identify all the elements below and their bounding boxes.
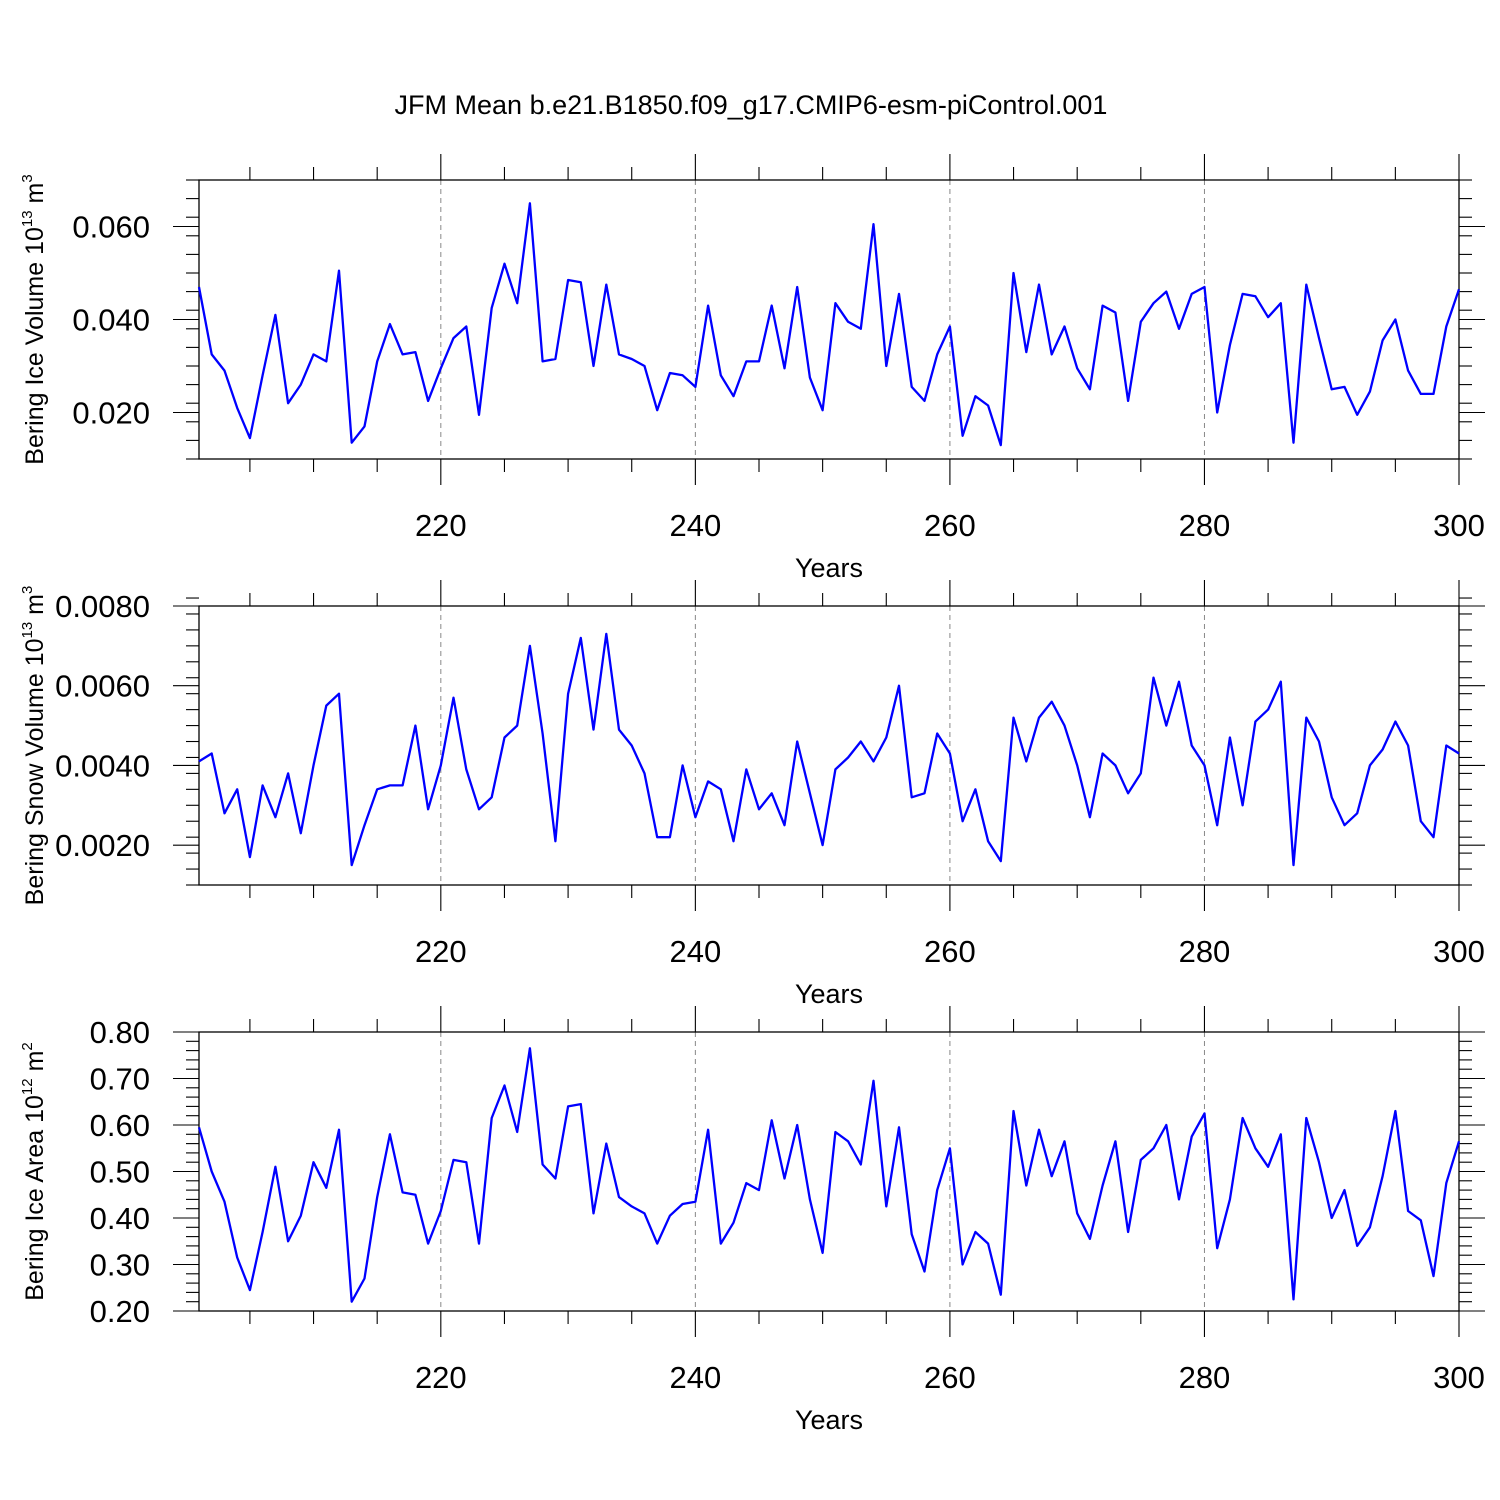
x-axis-label: Years [795,1405,863,1435]
y-tick-label: 0.20 [90,1294,150,1329]
y-tick-label: 0.80 [90,1015,150,1050]
y-tick-label: 0.0060 [55,669,150,704]
y-tick-label: 0.060 [72,210,150,245]
x-tick-label: 260 [924,1360,976,1395]
y-tick-label: 0.30 [90,1248,150,1283]
y-axis-label-main: Bering Ice Volume 10 [21,227,49,465]
y-axis-label: Bering Ice Volume 1013 m3 [19,174,49,464]
y-tick-label: 0.50 [90,1155,150,1190]
panels: 220 240 260 280 300 0.020 0.040 0.060 Years Berin… [19,154,1485,1435]
plot-frame [198,605,1460,886]
x-tick-label: 300 [1433,508,1485,543]
figure-title: JFM Mean b.e21.B1850.f09_g17.CMIP6-esm-p… [395,90,1108,120]
panel-ice-volume: 220 240 260 280 300 0.020 0.040 0.060 Years Berin… [19,154,1485,583]
x-axis-label: Years [795,979,863,1009]
x-tick-label: 280 [1179,508,1231,543]
y-tick-label: 0.60 [90,1108,150,1143]
x-tick-label: 260 [924,508,976,543]
x-tick-label: 240 [669,934,721,969]
x-tick-label: 220 [415,1360,467,1395]
y-tick-label: 0.0080 [55,589,150,624]
y-axis-label-unit-exponent: 2 [19,1042,36,1050]
x-tick-label: 300 [1433,934,1485,969]
y-tick-label: 0.70 [90,1062,150,1097]
x-axis-label: Years [795,553,863,583]
x-tick-label: 240 [669,1360,721,1395]
plot-frame [198,179,1460,460]
x-tick-label: 240 [669,508,721,543]
panel-ice-area: 220 240 260 280 300 0.20 0.30 0.40 0.50 0.60 0.70 0… [19,1006,1485,1435]
y-tick-label: 0.0040 [55,748,150,783]
series-line-ice-volume [197,202,1461,447]
x-tick-label: 280 [1179,1360,1231,1395]
y-axis-label-main: Bering Snow Volume 10 [21,638,49,905]
x-tick-label: 220 [415,934,467,969]
series-line-snow-volume [198,632,1460,867]
y-axis-label-main: Bering Ice Area 10 [21,1095,49,1301]
y-axis-label-unit-exponent: 3 [19,174,36,182]
y-axis-label-exponent: 12 [19,1078,36,1095]
y-axis-label-unit-exponent: 3 [19,586,36,594]
y-axis-label-exponent: 13 [19,622,36,639]
y-tick-label: 0.040 [72,303,150,338]
panel-snow-volume: 220 240 260 280 300 0.0020 0.0040 0.0060 0.0080 Y… [19,580,1485,1009]
y-axis-label-unit: m [21,183,49,211]
y-axis-label-exponent: 13 [19,210,36,227]
x-tick-label: 260 [924,934,976,969]
y-axis-label-unit: m [21,1051,49,1079]
x-tick-label: 220 [415,508,467,543]
plot-frame [198,1031,1460,1312]
y-axis-label-unit: m [21,594,49,622]
y-tick-label: 0.40 [90,1201,150,1236]
y-axis-label: Bering Snow Volume 1013 m3 [19,586,49,906]
series-line-ice-area [197,1047,1461,1303]
y-axis-label: Bering Ice Area 1012 m2 [19,1042,49,1301]
y-tick-label: 0.0020 [55,828,150,863]
y-tick-label: 0.020 [72,396,150,431]
x-tick-label: 280 [1179,934,1231,969]
x-tick-label: 300 [1433,1360,1485,1395]
